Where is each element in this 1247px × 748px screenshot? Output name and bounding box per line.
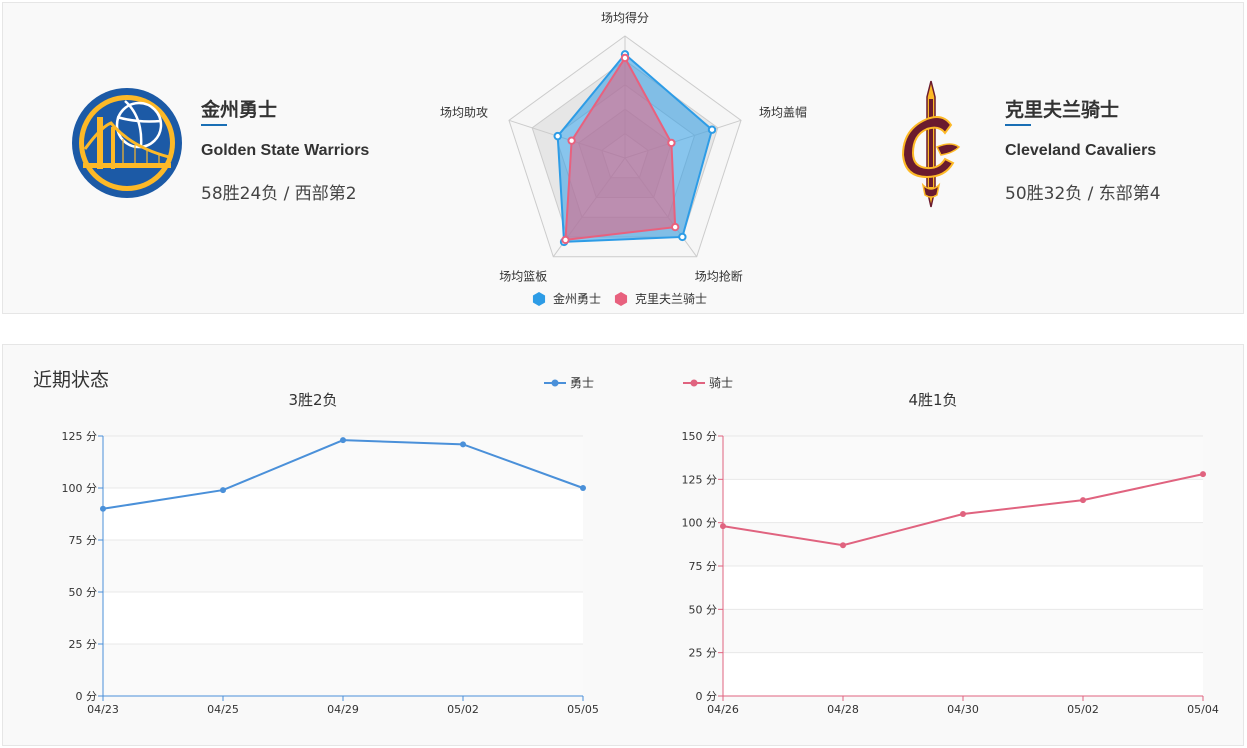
legend-item-cavaliers[interactable]: 骑士 (683, 374, 733, 391)
radar-indicator-label: 场均抢断 (695, 269, 743, 284)
away-team-name-en: Cleveland Cavaliers (1005, 142, 1157, 159)
radar-point (567, 136, 576, 145)
radar-point (561, 235, 570, 245)
cavaliers-recent-chart: 4胜1负 0 分 25 分 50 分 75 分 100 分 125 分 150 分 04/26 0… (682, 391, 1219, 716)
radar-point (670, 222, 680, 232)
section-title: 近期状态 (33, 369, 110, 391)
x-tick-label: 04/26 (707, 703, 739, 716)
x-tick-label: 05/02 (447, 703, 479, 716)
y-tick-label: 0 分 (76, 690, 98, 703)
legend-label-warriors: 勇士 (570, 376, 595, 390)
legend-line-icon (544, 379, 566, 386)
x-tick-label: 05/05 (567, 703, 599, 716)
x-tick-label: 05/02 (1067, 703, 1099, 716)
x-tick-label: 04/28 (827, 703, 859, 716)
data-point (580, 485, 586, 491)
y-tick-label: 25 分 (689, 647, 718, 660)
radar-point (553, 131, 562, 141)
chart-band (723, 609, 1203, 653)
warriors-logo (72, 88, 182, 198)
x-tick-label: 04/23 (87, 703, 119, 716)
chart-title: 3胜2负 (288, 391, 337, 409)
home-team-name-en: Golden State Warriors (201, 142, 370, 159)
away-team-underline (1005, 124, 1031, 126)
radar-indicator-label: 场均盖帽 (759, 104, 807, 119)
legend-item-warriors[interactable]: 勇士 (544, 374, 594, 391)
legend-line-icon (683, 379, 705, 386)
y-tick-label: 150 分 (682, 430, 718, 443)
data-point (1200, 471, 1206, 478)
legend-label-cavaliers: 骑士 (709, 376, 734, 390)
radar-point (707, 125, 717, 134)
x-tick-label: 04/25 (207, 703, 239, 716)
radar-indicator-label: 场均篮板 (499, 269, 547, 284)
radar-legend-label: 金州勇士 (553, 291, 601, 306)
radar-legend-label: 克里夫兰骑士 (635, 292, 707, 306)
y-tick-label: 25 分 (69, 638, 98, 651)
radar-legend-icon (614, 292, 628, 306)
data-point (220, 487, 226, 494)
chart-band (723, 436, 1203, 480)
home-team-underline (201, 124, 227, 126)
y-tick-label: 125 分 (682, 473, 718, 486)
y-tick-label: 75 分 (69, 534, 98, 547)
chart-band (103, 436, 583, 488)
radar-point (678, 232, 687, 242)
away-team-record: 50胜32负 / 东部第4 (1005, 184, 1161, 204)
data-point (1080, 497, 1086, 504)
data-point (340, 437, 346, 444)
radar-legend-icon (532, 292, 546, 306)
recent-form-panel: 近期状态 勇士 骑士 3胜2负 0 分 25 分 50 分 75 分 100 分 125 分… (2, 344, 1244, 746)
radar-point (667, 138, 676, 148)
data-point (720, 523, 726, 530)
data-point (960, 511, 966, 517)
chart-band (723, 566, 1203, 610)
chart-band (103, 592, 583, 644)
y-tick-label: 100 分 (682, 517, 718, 530)
y-tick-label: 100 分 (62, 482, 98, 495)
x-tick-label: 05/04 (1187, 703, 1219, 716)
chart-band (103, 644, 583, 696)
warriors-recent-chart: 3胜2负 0 分 25 分 50 分 75 分 100 分 125 分 04/23 04/25 0… (62, 391, 599, 716)
x-tick-label: 04/30 (947, 703, 979, 716)
chart-band (723, 522, 1203, 566)
chart-title: 4胜1负 (908, 391, 957, 409)
chart-band (723, 652, 1203, 696)
radar-series-1 (564, 56, 677, 242)
y-tick-label: 50 分 (689, 603, 718, 616)
x-tick-label: 04/29 (327, 703, 359, 716)
data-point (100, 505, 106, 512)
radar-indicator-label: 场均助攻 (440, 105, 488, 119)
cavaliers-logo (901, 80, 961, 208)
y-tick-label: 125 分 (62, 430, 98, 443)
y-tick-label: 75 分 (689, 560, 718, 573)
home-team-name-cn: 金州勇士 (201, 99, 278, 121)
data-point (840, 542, 846, 549)
chart-band (103, 488, 583, 540)
radar-indicator-label: 场均得分 (601, 10, 649, 25)
data-point (460, 441, 466, 448)
matchup-panel: 金州勇士 Golden State Warriors 58胜24负 / 西部第2… (2, 2, 1244, 314)
home-team-record: 58胜24负 / 西部第2 (201, 184, 357, 204)
chart-band (103, 540, 583, 592)
y-tick-label: 0 分 (696, 690, 718, 703)
away-team-name-cn: 克里夫兰骑士 (1005, 99, 1120, 121)
radar-point (620, 53, 630, 63)
y-tick-label: 50 分 (69, 586, 98, 599)
